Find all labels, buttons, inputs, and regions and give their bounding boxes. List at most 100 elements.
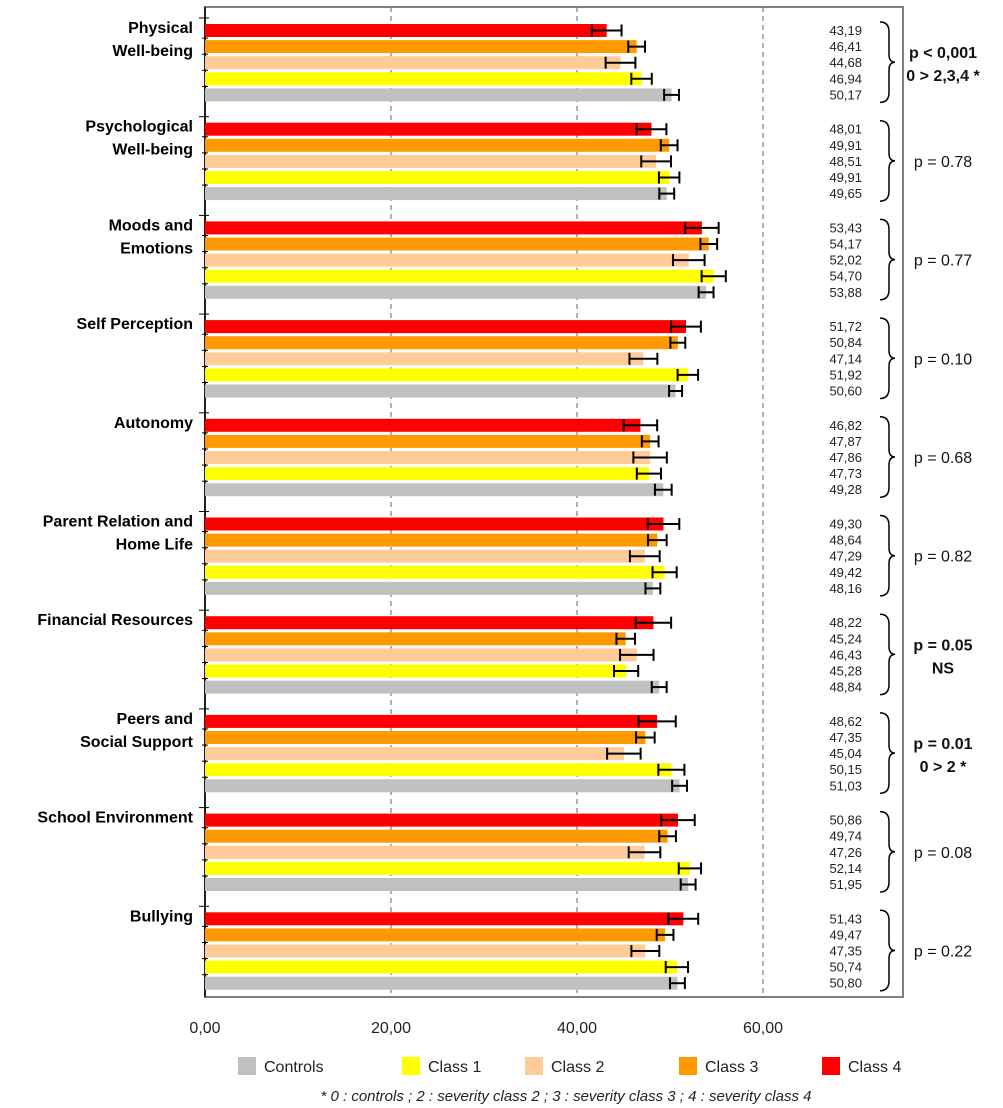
value-label: 47,87 bbox=[829, 434, 862, 449]
value-label: 49,28 bbox=[829, 482, 862, 497]
bar-class-4 bbox=[205, 813, 678, 827]
x-tick-label: 0,00 bbox=[189, 1020, 220, 1037]
legend-label: Class 2 bbox=[551, 1059, 604, 1076]
value-label: 50,86 bbox=[829, 813, 862, 828]
p-value: p = 0.78 bbox=[914, 154, 972, 171]
bar-class-1 bbox=[205, 171, 670, 184]
value-label: 49,65 bbox=[829, 186, 862, 201]
bar-class-1 bbox=[205, 269, 714, 283]
group-bracket bbox=[879, 21, 896, 104]
value-label: 47,86 bbox=[829, 450, 862, 465]
bar-class-3 bbox=[205, 336, 678, 350]
value-label: 43,19 bbox=[829, 23, 862, 38]
value-label: 47,35 bbox=[829, 730, 862, 745]
value-label: 45,04 bbox=[829, 746, 862, 761]
group-bracket bbox=[879, 119, 896, 202]
value-label: 48,51 bbox=[829, 154, 862, 169]
domain-label: Peers and bbox=[117, 711, 193, 728]
value-label: 49,74 bbox=[829, 829, 862, 844]
value-label: 46,43 bbox=[829, 647, 862, 662]
value-label: 49,91 bbox=[829, 170, 862, 185]
value-label: 50,17 bbox=[829, 87, 862, 102]
legend-swatch-class-3 bbox=[679, 1057, 697, 1075]
value-label: 47,14 bbox=[829, 351, 862, 366]
bar-class-2 bbox=[205, 648, 637, 662]
bar-class-1 bbox=[205, 861, 690, 875]
p-value: p = 0.22 bbox=[914, 944, 972, 961]
p-value: p = 0.10 bbox=[914, 351, 972, 368]
legend-label: Class 3 bbox=[705, 1059, 758, 1076]
value-label: 53,43 bbox=[829, 220, 862, 235]
bar-class-1 bbox=[205, 565, 665, 579]
bar-class-4 bbox=[205, 616, 654, 630]
bar-class-1 bbox=[205, 763, 672, 777]
value-label: 48,16 bbox=[829, 581, 862, 596]
footnote: * 0 : controls ; 2 : severity class 2 ; … bbox=[320, 1088, 811, 1105]
x-tick-label: 20,00 bbox=[371, 1020, 411, 1037]
bar-class-4 bbox=[205, 122, 652, 136]
value-label: 52,02 bbox=[829, 253, 862, 268]
value-label: 48,84 bbox=[829, 680, 862, 695]
legend-swatch-class-4 bbox=[822, 1057, 840, 1075]
value-label: 49,30 bbox=[829, 517, 862, 532]
bar-class-3 bbox=[205, 829, 668, 843]
bar-class-4 bbox=[205, 418, 641, 432]
bar-class-2 bbox=[205, 253, 689, 267]
domain-label: Bullying bbox=[130, 908, 193, 925]
bar-class-3 bbox=[205, 138, 670, 152]
x-tick-label: 40,00 bbox=[557, 1020, 597, 1037]
legend-swatch-class-2 bbox=[525, 1057, 543, 1075]
bar-class-2 bbox=[205, 154, 657, 168]
value-label: 50,60 bbox=[829, 384, 862, 399]
p-value: p = 0.08 bbox=[914, 845, 972, 862]
value-label: 54,17 bbox=[829, 237, 862, 252]
bar-class-3 bbox=[205, 533, 658, 547]
bar-class-1 bbox=[205, 664, 627, 678]
domain-label: School Environment bbox=[37, 810, 193, 827]
bar-controls bbox=[205, 384, 676, 398]
group-bracket bbox=[879, 613, 896, 696]
bar-class-1 bbox=[205, 960, 677, 974]
domain-label: Autonomy bbox=[114, 415, 193, 432]
value-label: 51,43 bbox=[829, 911, 862, 926]
value-label: 48,22 bbox=[829, 615, 862, 630]
bar-class-4 bbox=[205, 517, 664, 531]
value-label: 49,91 bbox=[829, 138, 862, 153]
bar-controls bbox=[205, 88, 672, 102]
value-label: 46,82 bbox=[829, 418, 862, 433]
value-label: 50,74 bbox=[829, 960, 862, 975]
bar-class-2 bbox=[205, 845, 645, 859]
legend-swatch-controls bbox=[238, 1057, 256, 1075]
bar-controls bbox=[205, 779, 680, 793]
bar-class-4 bbox=[205, 24, 607, 37]
value-label: 48,01 bbox=[829, 122, 862, 137]
value-label: 49,47 bbox=[829, 927, 862, 942]
p-value: p < 0,001 bbox=[909, 45, 977, 62]
domain-label: Well-being bbox=[112, 43, 193, 60]
value-label: 51,95 bbox=[829, 877, 862, 892]
bar-class-3 bbox=[205, 731, 646, 744]
bar-class-3 bbox=[205, 632, 626, 646]
bar-class-4 bbox=[205, 912, 684, 926]
bar-controls bbox=[205, 581, 653, 595]
value-label: 45,28 bbox=[829, 664, 862, 679]
value-label: 51,92 bbox=[829, 367, 862, 382]
p-value: p = 0.05 bbox=[913, 637, 972, 654]
bar-class-1 bbox=[205, 72, 642, 86]
bar-class-3 bbox=[205, 434, 651, 448]
value-label: 44,68 bbox=[829, 55, 862, 70]
value-label: 47,73 bbox=[829, 466, 862, 481]
group-bracket bbox=[879, 712, 896, 795]
value-label: 52,14 bbox=[829, 861, 862, 876]
value-label: 46,94 bbox=[829, 71, 862, 86]
legend-label: Controls bbox=[264, 1059, 324, 1076]
bar-class-2 bbox=[205, 549, 645, 563]
bar-controls bbox=[205, 680, 660, 694]
p-value: p = 0.68 bbox=[914, 450, 972, 467]
value-label: 50,15 bbox=[829, 762, 862, 777]
p-value: p = 0.82 bbox=[914, 549, 972, 566]
p-value: p = 0.77 bbox=[914, 253, 972, 270]
domain-label: Home Life bbox=[116, 537, 193, 554]
value-label: 48,62 bbox=[829, 714, 862, 729]
